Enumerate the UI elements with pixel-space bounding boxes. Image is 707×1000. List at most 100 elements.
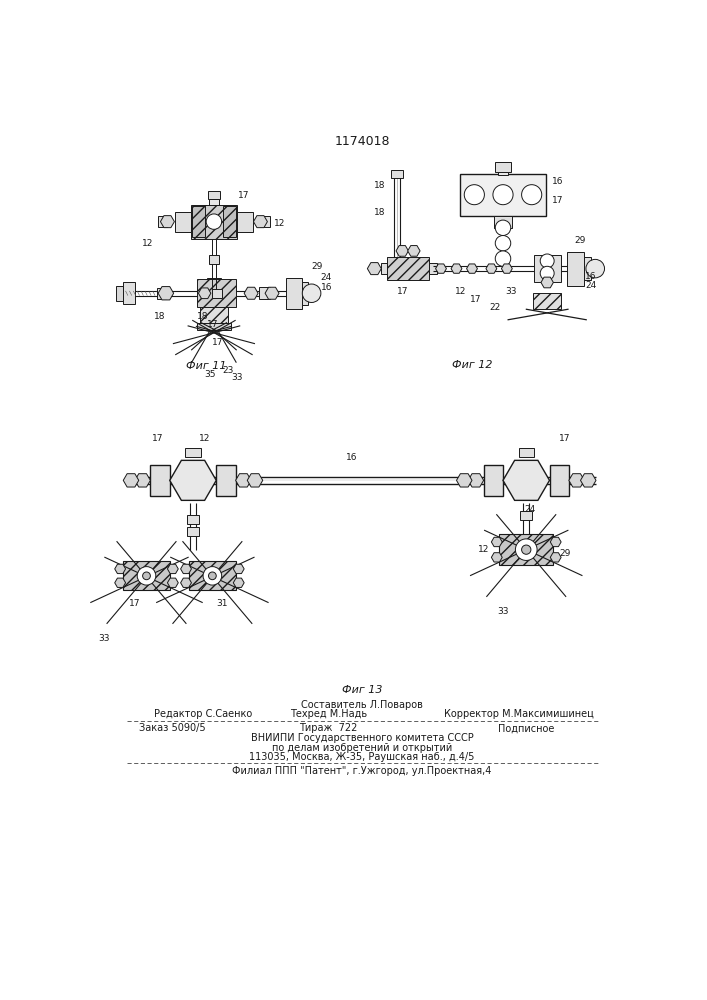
Circle shape [522, 545, 531, 554]
Text: 33: 33 [497, 607, 509, 616]
Text: 29: 29 [575, 236, 586, 245]
Polygon shape [199, 288, 211, 299]
Text: 23: 23 [222, 366, 233, 375]
Bar [460, 174, 546, 216]
Circle shape [540, 266, 554, 280]
Text: 18: 18 [374, 208, 385, 217]
Text: 16: 16 [320, 283, 332, 292]
Polygon shape [233, 578, 244, 587]
Bar [212, 289, 222, 298]
Polygon shape [168, 564, 178, 574]
Polygon shape [115, 578, 126, 587]
Polygon shape [569, 474, 585, 487]
Circle shape [495, 235, 510, 251]
Bar [493, 216, 513, 228]
Text: Заказ 5090/5: Заказ 5090/5 [139, 723, 205, 733]
Text: Техред М.Надь: Техред М.Надь [290, 709, 367, 719]
Text: 17: 17 [206, 320, 218, 329]
Bar [549, 465, 569, 496]
Polygon shape [115, 564, 126, 574]
Polygon shape [550, 537, 561, 547]
Bar [191, 205, 237, 239]
Text: 12: 12 [199, 434, 210, 443]
Polygon shape [135, 474, 151, 487]
Text: по делам изобретений и открытий: по делам изобретений и открытий [271, 743, 452, 753]
Bar [286, 278, 301, 309]
Circle shape [209, 572, 216, 580]
Text: 33: 33 [231, 373, 243, 382]
Text: 35: 35 [204, 370, 216, 379]
Bar [209, 199, 218, 205]
Circle shape [143, 572, 151, 580]
Bar [260, 216, 270, 227]
Text: 17: 17 [559, 434, 571, 443]
Text: 16: 16 [551, 177, 563, 186]
Polygon shape [451, 264, 462, 273]
Bar [429, 263, 437, 274]
Polygon shape [501, 264, 513, 273]
Text: 17: 17 [470, 295, 481, 304]
Text: 17: 17 [129, 599, 141, 608]
Text: 18: 18 [197, 312, 209, 321]
Polygon shape [580, 474, 596, 487]
Bar [187, 515, 199, 524]
Bar [520, 511, 532, 520]
Text: 16: 16 [585, 272, 596, 281]
Circle shape [495, 220, 510, 235]
Polygon shape [265, 287, 279, 299]
Bar [185, 448, 201, 457]
Text: 29: 29 [559, 549, 571, 558]
Text: Фиг 12: Фиг 12 [452, 360, 492, 370]
Polygon shape [233, 564, 244, 574]
Polygon shape [158, 287, 174, 300]
Circle shape [137, 567, 156, 585]
Bar [158, 216, 168, 227]
Text: 17: 17 [238, 191, 249, 200]
Polygon shape [168, 578, 178, 587]
Bar [499, 534, 554, 565]
Bar [216, 465, 235, 496]
Text: Фиг 11: Фиг 11 [186, 361, 226, 371]
Bar [498, 172, 508, 175]
Text: 12: 12 [478, 545, 489, 554]
Circle shape [515, 539, 537, 560]
Polygon shape [550, 553, 561, 562]
Bar [156, 288, 166, 299]
Bar [387, 257, 429, 280]
Bar [585, 257, 590, 280]
Bar [237, 212, 252, 232]
Bar [189, 561, 235, 590]
Text: 12: 12 [274, 219, 286, 228]
Text: Фиг 13: Фиг 13 [341, 685, 382, 695]
Bar [123, 282, 135, 304]
Text: 12: 12 [142, 239, 153, 248]
Polygon shape [541, 277, 554, 288]
Text: ВНИИПИ Государственного комитета СССР: ВНИИПИ Государственного комитета СССР [250, 733, 473, 743]
Bar [380, 263, 387, 274]
Polygon shape [408, 246, 420, 256]
Bar [303, 282, 308, 305]
Bar [207, 284, 221, 290]
Text: 24: 24 [321, 273, 332, 282]
Polygon shape [491, 537, 502, 547]
Polygon shape [244, 287, 258, 299]
Polygon shape [160, 216, 175, 228]
Bar [518, 448, 534, 457]
Text: 29: 29 [311, 262, 322, 271]
Text: 1174018: 1174018 [334, 135, 390, 148]
Bar [175, 212, 191, 232]
Circle shape [206, 214, 222, 229]
Circle shape [495, 251, 510, 266]
Polygon shape [180, 578, 192, 587]
Bar [197, 323, 231, 330]
Bar [123, 561, 170, 590]
Bar [209, 255, 218, 264]
Bar [187, 527, 199, 536]
Circle shape [586, 259, 604, 278]
Bar [495, 162, 510, 172]
Text: 24: 24 [585, 281, 596, 290]
Bar [534, 255, 561, 282]
Text: 17: 17 [153, 434, 164, 443]
Bar [567, 252, 585, 286]
Text: Филиал ППП "Патент", г.Ужгород, ул.Проектная,4: Филиал ППП "Патент", г.Ужгород, ул.Проек… [233, 766, 491, 776]
